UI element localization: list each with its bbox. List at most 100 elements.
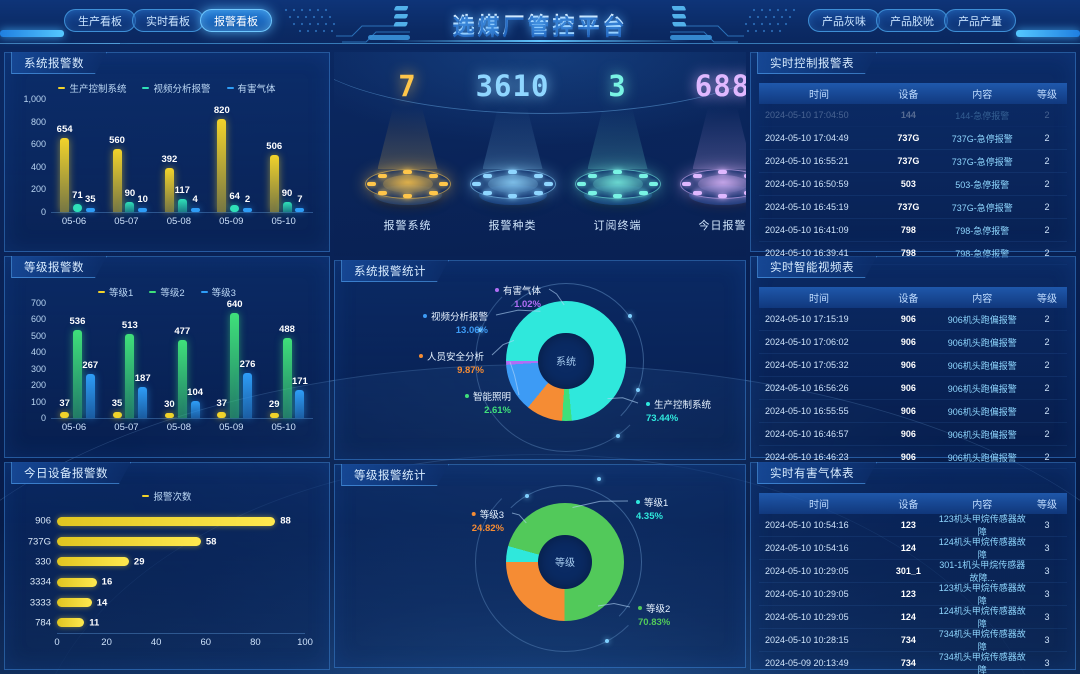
donut-slice-label-5: 有害气体 1.02%	[494, 283, 541, 310]
bar	[190, 400, 200, 418]
bar-dot	[217, 411, 227, 418]
table-row[interactable]: 2024-05-10 16:45:19 737G 737G-急停报警 2	[759, 196, 1067, 219]
bar	[138, 387, 148, 418]
kpi-pad-segment	[743, 190, 746, 195]
table-row[interactable]: 2024-05-10 10:54:16 123 123机头甲烷传感器故障 3	[759, 514, 1067, 537]
kpi-pad-segment	[587, 190, 597, 195]
legend-label: 等级2	[160, 288, 185, 299]
donut-slice-label-2: 智能照明 2.61%	[464, 389, 511, 416]
legend-label: 生产控制系统	[69, 84, 127, 95]
table-row[interactable]: 2024-05-10 16:50:59 503 503-急停报警 2	[759, 173, 1067, 196]
table-row[interactable]: 2024-05-10 16:55:55 906 906机头跑偏报警 2	[759, 400, 1067, 423]
cell-content: 503-急停报警	[955, 179, 1010, 190]
slice-percent: 1.02%	[514, 299, 541, 310]
y-axis-tick: 600	[30, 314, 46, 325]
cell-content: 798-急停报警	[955, 248, 1010, 259]
y-axis-tick: 500	[30, 330, 46, 341]
bar	[57, 516, 276, 526]
donut-orbit-2	[475, 472, 655, 652]
nav-button-right-3[interactable]: 产品产量	[944, 9, 1016, 32]
donut-center: 等级	[537, 534, 593, 590]
legend-item-3: 等级3	[200, 285, 236, 299]
kpi-label: 订阅终端	[593, 220, 642, 232]
nav-button-3[interactable]: 报警看板	[200, 9, 272, 32]
cell-device: 734	[900, 658, 916, 668]
donut-wrapper: 系统	[474, 269, 658, 453]
kpi-pad-segment	[508, 170, 517, 174]
legend-swatch	[149, 291, 157, 293]
table-header-row: 时间 设备 内容 等级	[759, 493, 1067, 514]
table-realtime-control[interactable]: 时间 设备 内容 等级 2024-05-10 17:04:50 144 144-急停报警 2 2…	[759, 83, 1067, 265]
cell-content: 906机头跑偏报警	[947, 360, 1017, 371]
table-row[interactable]: 2024-05-10 10:54:16 124 124机头甲烷传感器故障 3	[759, 537, 1067, 560]
cell-time: 2024-05-10 16:56:26	[765, 383, 849, 393]
table-row[interactable]: 2024-05-10 16:55:21 737G 737G-急停报警 2	[759, 150, 1067, 173]
bar-value: 90	[124, 187, 136, 199]
bar-value: 2	[244, 194, 251, 205]
table-row[interactable]: 2024-05-10 16:41:09 798 798-急停报警 2	[759, 219, 1067, 242]
y-axis-tick: 400	[30, 161, 46, 172]
bar-value: 10	[137, 194, 148, 205]
panel-title-level-alarm-count: 等级报警数	[11, 256, 107, 278]
bar	[217, 119, 227, 212]
chart-legend: 等级1 等级2 等级3	[5, 285, 329, 299]
table-row[interactable]: 2024-05-10 17:04:50 144 144-急停报警 2	[759, 104, 1067, 127]
kpi-value: 3	[608, 69, 627, 103]
table-row[interactable]: 2024-05-09 20:13:49 734 734机头甲烷传感器故障 3	[759, 652, 1067, 674]
page-title: 选煤厂管控平台	[0, 8, 1080, 40]
table-realtime-video[interactable]: 时间 设备 内容 等级 2024-05-10 17:15:19 906 906机头跑偏报警 2…	[759, 287, 1067, 469]
table-row[interactable]: 2024-05-10 10:29:05 123 123机头甲烷传感器故障 3	[759, 583, 1067, 606]
donut-slice-label-2: 等级2 70.83%	[638, 601, 670, 628]
slice-name: 等级1	[644, 498, 669, 509]
slice-name: 视频分析报警	[430, 312, 488, 323]
x-axis-tick: 0	[54, 637, 60, 648]
y-axis-tick: 600	[30, 139, 46, 150]
table-row[interactable]: 2024-05-10 17:15:19 906 906机头跑偏报警 2	[759, 308, 1067, 331]
bar-category-label: 3334	[29, 576, 51, 588]
kpi-value: 3610	[475, 69, 550, 103]
nav-button-2[interactable]: 实时看板	[132, 9, 204, 32]
kpi-stage: 7 报警系统 3610 报警种类 3 订阅终端 688 今日报警	[334, 52, 746, 256]
table-header-row: 时间 设备 内容 等级	[759, 287, 1067, 308]
y-axis-tick: 1,000	[23, 94, 46, 104]
cell-level: 3	[1044, 658, 1050, 668]
bar-value: 267	[82, 360, 99, 372]
kpi-pad-segment	[472, 182, 481, 186]
cell-level: 2	[1044, 133, 1050, 143]
table-row[interactable]: 2024-05-10 17:05:32 906 906机头跑偏报警 2	[759, 354, 1067, 377]
bar-value: 37	[216, 397, 228, 409]
table-row[interactable]: 2024-05-10 10:28:15 734 734机头甲烷传感器故障 3	[759, 629, 1067, 652]
legend-swatch	[142, 87, 150, 89]
table-row[interactable]: 2024-05-10 17:06:02 906 906机头跑偏报警 2	[759, 331, 1067, 354]
cell-device: 906	[900, 429, 916, 439]
donut-center: 系统	[538, 333, 594, 389]
kpi-pad-segment	[377, 190, 387, 195]
bar-value: 88	[280, 515, 291, 527]
bar-category-label: 906	[35, 515, 51, 527]
table-row[interactable]: 2024-05-10 16:46:57 906 906机头跑偏报警 2	[759, 423, 1067, 446]
table-column-header-1: 时间	[809, 90, 830, 101]
orbit-dot-3	[605, 639, 610, 644]
panel-level-alarm-stat: 等级报警统计 等级 等级1 4.35% 等级2 70.83% 等级3 24.82%	[334, 464, 746, 668]
kpi-pad-segment	[544, 182, 553, 186]
nav-button-right-2[interactable]: 产品胶吮	[876, 9, 948, 32]
table-row[interactable]: 2024-05-10 17:04:49 737G 737G-急停报警 2	[759, 127, 1067, 150]
cell-level: 3	[1044, 566, 1050, 576]
table-row[interactable]: 2024-05-10 16:56:26 906 906机头跑偏报警 2	[759, 377, 1067, 400]
cell-level: 3	[1044, 520, 1050, 530]
y-axis-tick: 0	[40, 413, 46, 423]
table-row[interactable]: 2024-05-10 10:29:05 301_1 301-1机头甲烷传感器故障..…	[759, 560, 1067, 583]
slice-swatch	[636, 500, 640, 504]
cell-time: 2024-05-10 16:46:57	[765, 429, 849, 439]
table-row[interactable]: 2024-05-10 10:29:05 124 124机头甲烷传感器故障 3	[759, 606, 1067, 629]
cell-level: 2	[1044, 429, 1050, 439]
legend-item-2: 视频分析报警	[142, 81, 211, 95]
y-axis-tick: 200	[30, 380, 46, 391]
left-column: 系统报警数 生产控制系统 视频分析报警 有害气体 0 200 400 600 800 1,000…	[4, 52, 330, 674]
nav-button-1[interactable]: 生产看板	[64, 9, 136, 32]
table-realtime-gas[interactable]: 时间 设备 内容 等级 2024-05-10 10:54:16 123 123机头甲烷传感器…	[759, 493, 1067, 674]
cell-device: 798	[900, 248, 916, 258]
bar	[60, 138, 70, 212]
bar-dot	[164, 413, 174, 418]
nav-button-right-1[interactable]: 产品灰味	[808, 9, 880, 32]
